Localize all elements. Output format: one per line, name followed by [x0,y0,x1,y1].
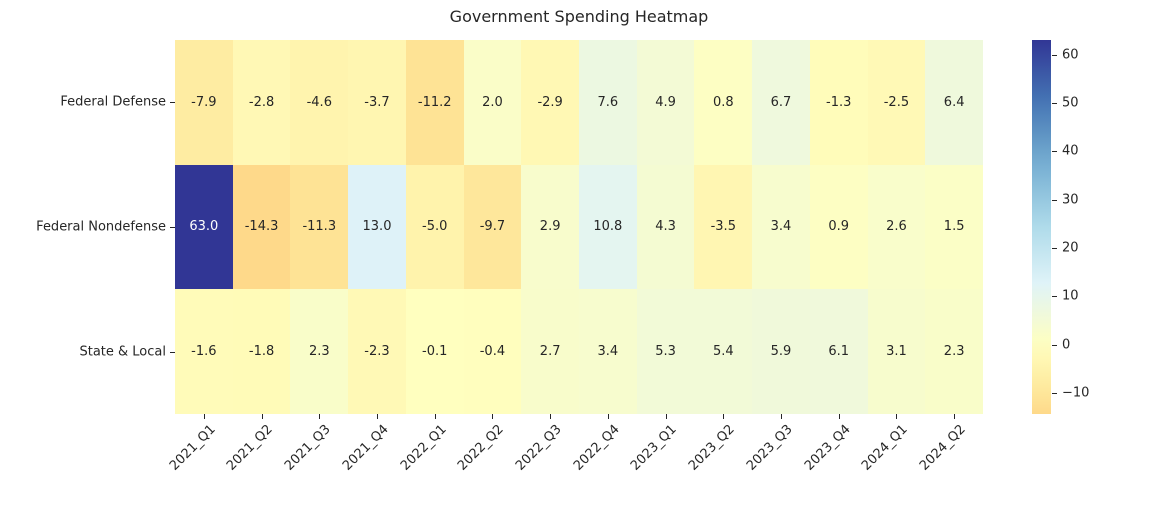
heatmap-cell: -4.6 [290,40,349,165]
heatmap-cell: 4.3 [636,164,695,290]
x-tick-label: 2022_Q3 [513,422,565,474]
heatmap-cell: -11.2 [405,40,464,165]
heatmap-cell: -0.1 [405,289,464,414]
x-tick-label: 2022_Q1 [397,422,450,474]
colorbar-tick-mark [1052,393,1057,395]
heatmap-cell: 3.1 [867,289,926,414]
colorbar [1032,40,1051,414]
heatmap-cell: 2.3 [290,289,349,414]
colorbar-tick-mark [1052,199,1057,201]
colorbar-tick-label: 50 [1062,95,1079,111]
colorbar-tick-label: 10 [1062,288,1079,304]
x-tick-label: 2021_Q3 [282,422,334,474]
colorbar-tick-label: 60 [1062,47,1079,62]
heatmap-cell: -11.3 [290,164,349,290]
x-tick-label: 2022_Q4 [570,422,623,474]
heatmap-cell: -3.5 [694,164,753,290]
x-tick-mark [954,414,956,419]
heatmap-cell: -2.5 [867,40,926,165]
heatmap-cell: 3.4 [752,164,810,290]
x-tick-label: 2021_Q2 [224,422,277,474]
y-tick-mark [170,102,175,104]
x-tick-mark [665,414,667,419]
heatmap-cell: -14.3 [232,164,291,290]
x-tick-mark [607,414,609,419]
x-tick-mark [377,414,378,419]
colorbar-tick-label: 0 [1062,337,1071,353]
heatmap-cell: 6.1 [809,289,868,414]
colorbar-tick-label: 40 [1062,143,1079,159]
heatmap-cell: 63.0 [175,164,233,290]
heatmap-cell: 2.0 [463,40,522,165]
x-tick-mark [896,414,898,419]
colorbar-tick-mark [1052,248,1057,250]
x-tick-label: 2023_Q1 [628,422,681,474]
x-tick-mark [838,414,840,419]
heatmap-cell: -0.4 [463,289,522,414]
colorbar-tick-mark [1052,102,1057,104]
x-tick-mark [550,414,552,419]
heatmap-cell: 13.0 [348,164,406,290]
heatmap-cell: -3.7 [348,40,406,165]
heatmap-cell: 6.7 [752,40,810,165]
colorbar-tick-label: 30 [1062,192,1079,208]
x-tick-mark [434,414,436,419]
heatmap-cell: 5.3 [636,289,695,414]
heatmap-cell: 0.9 [809,164,868,290]
heatmap-cell: 2.6 [867,164,926,290]
x-tick-mark [319,414,321,419]
colorbar-tick-label: −10 [1062,385,1090,401]
x-tick-label: 2022_Q2 [455,422,508,474]
heatmap-grid: -7.9 -2.8 -4.6 -3.7 -11.2 2.0 -2.9 7.6 4.9 0.8 6.7… [175,40,983,414]
y-tick-label: Federal Nondefense [36,219,166,235]
y-tick-mark [170,351,175,353]
colorbar-tick-mark [1052,54,1057,56]
colorbar-tick-mark [1052,344,1057,346]
heatmap-cell: -5.0 [405,164,464,290]
y-tick-mark [170,227,175,228]
heatmap-cell: 2.7 [521,289,579,414]
x-tick-mark [492,414,494,419]
y-tick-label: Federal Defense [60,94,166,110]
heatmap-cell: 2.9 [521,164,579,290]
heatmap-cell: 4.9 [636,40,695,165]
heatmap-cell: 5.4 [694,289,753,414]
heatmap-cell: 3.4 [579,289,637,414]
heatmap-cell: -9.7 [463,164,522,290]
heatmap-cell: -7.9 [175,40,233,165]
x-tick-label: 2023_Q3 [743,422,796,474]
x-tick-mark [781,414,782,419]
heatmap-cell: -2.3 [348,289,406,414]
heatmap-cell: -2.9 [521,40,579,165]
chart-title: Government Spending Heatmap [449,7,709,26]
x-tick-label: 2023_Q2 [686,422,738,474]
heatmap-cell: 7.6 [579,40,637,165]
heatmap-cell: -1.6 [175,289,233,414]
x-tick-label: 2021_Q4 [339,422,392,474]
colorbar-tick-label: 20 [1062,240,1079,256]
heatmap-cell: 5.9 [752,289,810,414]
y-tick-label: State & Local [79,344,166,360]
x-tick-mark [723,414,725,419]
heatmap-cell: -1.3 [809,40,868,165]
colorbar-tick-mark [1052,151,1057,153]
heatmap-cell: 1.5 [925,164,983,290]
x-tick-mark [203,414,205,419]
heatmap-cell: -1.8 [232,289,291,414]
heatmap-cell: 2.3 [925,289,983,414]
heatmap-cell: -2.8 [232,40,291,165]
colorbar-tick-mark [1052,296,1057,298]
x-tick-label: 2024_Q1 [859,422,912,474]
x-tick-label: 2024_Q2 [917,422,969,474]
heatmap-cell: 10.8 [579,164,637,290]
x-tick-mark [261,414,263,419]
heatmap-cell: 0.8 [694,40,753,165]
heatmap-cell: 6.4 [925,40,983,165]
x-tick-label: 2023_Q4 [801,422,854,474]
x-tick-label: 2021_Q1 [166,422,219,474]
